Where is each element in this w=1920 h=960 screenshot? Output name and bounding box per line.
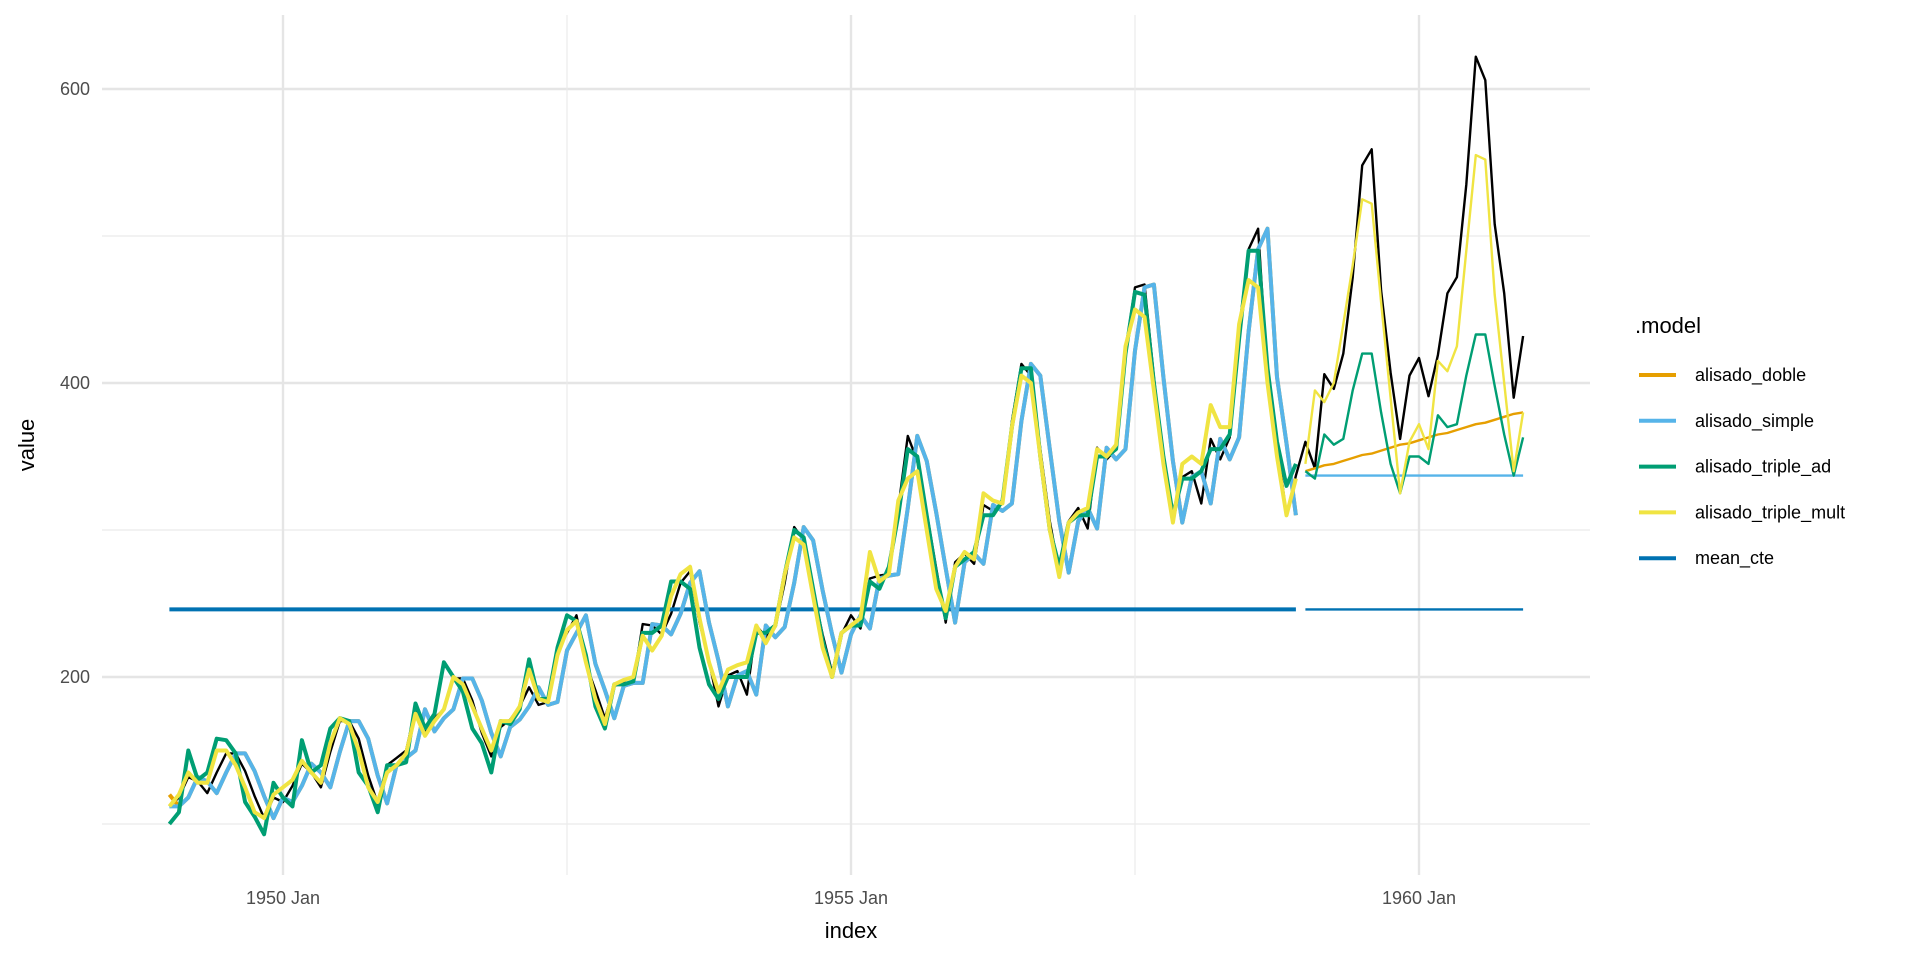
x-tick-label: 1950 Jan bbox=[246, 888, 320, 908]
y-tick-label: 600 bbox=[60, 79, 90, 99]
grid bbox=[102, 15, 1590, 875]
y-axis: 200 400 600 bbox=[60, 79, 90, 687]
alisado-simple-fitted-line bbox=[169, 226, 1298, 821]
legend-label: alisado_triple_ad bbox=[1695, 457, 1831, 478]
series-lines bbox=[167, 55, 1525, 837]
y-tick-label: 200 bbox=[60, 667, 90, 687]
actual-series-line bbox=[168, 55, 1525, 820]
x-axis: 1950 Jan 1955 Jan 1960 Jan bbox=[246, 888, 1456, 908]
legend-label: mean_cte bbox=[1695, 548, 1774, 569]
alisado-triple-ad-forecast-line bbox=[1304, 333, 1525, 495]
legend: .model alisado_doble alisado_simplealisad… bbox=[1635, 313, 1845, 569]
x-tick-label: 1955 Jan bbox=[814, 888, 888, 908]
legend-label: alisado_doble bbox=[1695, 365, 1806, 386]
x-axis-title: index bbox=[825, 918, 878, 943]
legend-title: .model bbox=[1635, 313, 1701, 338]
y-axis-title: value bbox=[14, 419, 39, 472]
y-tick-label: 400 bbox=[60, 373, 90, 393]
legend-label: alisado_simple bbox=[1695, 411, 1814, 432]
x-tick-label: 1960 Jan bbox=[1382, 888, 1456, 908]
alisado-triple-mult-fitted-line bbox=[167, 278, 1298, 821]
legend-label: alisado_triple_mult bbox=[1695, 502, 1845, 523]
alisado-doble-forecast-line bbox=[1305, 411, 1524, 473]
alisado-triple-mult-forecast-line bbox=[1304, 153, 1525, 495]
